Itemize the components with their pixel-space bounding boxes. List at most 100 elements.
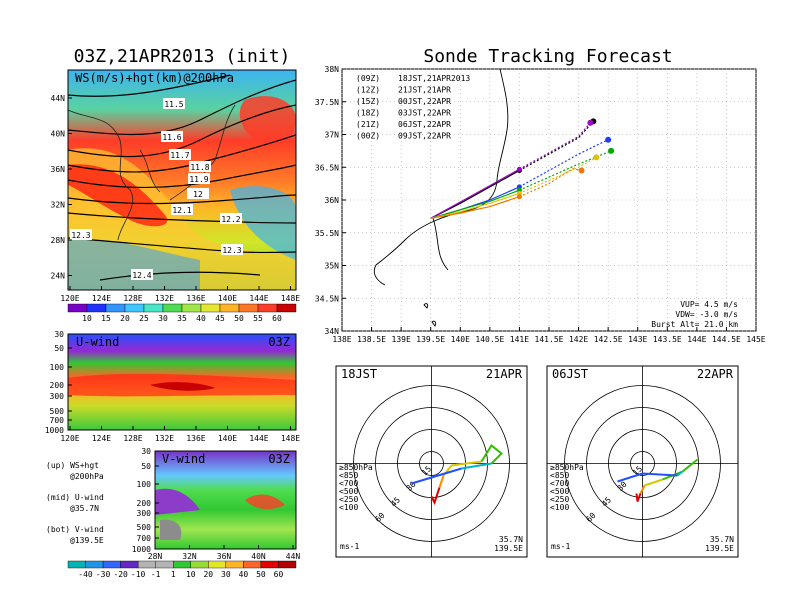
x-label: 40N: [251, 552, 266, 561]
legend-jst: 06JST,22APR: [398, 120, 451, 129]
hodograph-legend-item: ≥850hPa: [339, 463, 373, 472]
colorbar-cell: [219, 303, 240, 313]
hodograph-time: 18JST: [341, 367, 377, 381]
colorbar-label: -1: [151, 570, 161, 579]
hodograph-trace: [480, 444, 503, 465]
hodograph-ring: [419, 451, 444, 476]
colorbar-label: -40: [78, 570, 93, 579]
lon-label: 132E: [155, 294, 174, 303]
contour-label: 12.2: [221, 215, 240, 224]
legend-jst: 00JST,22APR: [398, 97, 451, 106]
hodograph-trace: [411, 467, 462, 485]
colorbar-cell: [120, 560, 139, 569]
lon-label: 124E: [92, 294, 111, 303]
landing-point: [605, 136, 612, 143]
colorbar-label: 45: [215, 314, 225, 323]
coastline: [169, 104, 236, 201]
v-wind-time: 03Z: [268, 452, 290, 466]
hodograph-date: 21APR: [486, 367, 523, 381]
lon-label: 140E: [218, 294, 237, 303]
contour-line: [68, 194, 296, 205]
lat-label: 36N: [325, 196, 340, 205]
bottom-colorbar-labels: -40 -30 -20 -10 -1 1 10 20 30 40 50 60: [78, 570, 283, 579]
v-grey-region: [160, 519, 182, 540]
colorbar-label: 15: [101, 314, 111, 323]
contour-label: 12.1: [172, 206, 191, 215]
hodograph-legend-item: <500: [550, 487, 569, 496]
y-label: 200: [137, 499, 152, 508]
coastline: [373, 69, 509, 286]
hodograph-ring: [608, 429, 677, 498]
ws-lon-labels: 120E 124E 128E 132E 136E 140E 144E 148E: [60, 286, 300, 303]
contour-label-box: [221, 244, 243, 255]
colorbar-cell: [238, 303, 259, 313]
tracking-grid: [341, 68, 757, 332]
colorbar-label: -30: [96, 570, 111, 579]
y-label: 300: [137, 509, 152, 518]
bottom-colorbar-cells: [67, 560, 297, 569]
colorbar-cell: [137, 560, 156, 569]
colorbar-label: 40: [239, 570, 249, 579]
y-label: 300: [50, 392, 65, 401]
lon-label: 143.5E: [653, 335, 682, 344]
hodograph-legend-item: <100: [339, 503, 358, 512]
y-label: 700: [137, 534, 152, 543]
contour-line: [99, 271, 261, 281]
v-wind-x-labels: 28N 32N 36N 40N 44N: [148, 545, 300, 561]
hodograph-lon: 139.5E: [494, 544, 523, 553]
y-label: 100: [137, 480, 152, 489]
hodograph-trace: [430, 487, 441, 506]
contour-label-box: [169, 149, 191, 160]
track-ascent-line: [430, 168, 520, 219]
x-label: 32N: [182, 552, 197, 561]
lon-label: 142.5E: [594, 335, 623, 344]
hodograph-trace: [438, 475, 445, 488]
lon-label: 141E: [510, 335, 529, 344]
hodograph-trace: [635, 493, 642, 502]
lat-label: 35.5N: [315, 229, 339, 238]
hodograph-trace: [639, 485, 646, 494]
legend-utc: (18Z): [356, 109, 380, 118]
lon-label: 145E: [746, 335, 765, 344]
colorbar-cell: [85, 560, 104, 569]
hodograph-lat: 35.7N: [499, 535, 523, 544]
contour-label: 12: [193, 190, 203, 199]
legend-utc: (00Z): [356, 132, 380, 141]
colorbar-label: 1: [171, 570, 176, 579]
hodograph-unit: ms-1: [551, 542, 570, 551]
lon-label: 136E: [186, 294, 205, 303]
colorbar-label: 20: [203, 570, 213, 579]
lon-label: 128E: [123, 294, 142, 303]
lon-label: 140E: [451, 335, 470, 344]
tracking-lon-labels: 138E 138.5E 139E 139.5E 140E 140.5E 141E 141.5E…: [332, 327, 766, 344]
hodograph-legend-item: <700: [550, 479, 569, 488]
hodograph-trace: [676, 470, 684, 477]
track-ascent-line: [430, 189, 520, 219]
hodograph-lon: 139.5E: [705, 544, 734, 553]
contour-line: [68, 212, 296, 224]
lon-label: 148E: [281, 294, 300, 303]
hodograph-legend-item: <850: [550, 471, 569, 480]
hodograph-legend-item: <850: [339, 471, 358, 480]
legend-utc: (09Z): [356, 74, 380, 83]
lat-label: 34N: [325, 327, 340, 336]
hodograph-trace: [617, 472, 678, 483]
ws-jet-max: [68, 164, 168, 227]
contour-label: 12.4: [132, 271, 151, 280]
burst-point: [516, 166, 522, 172]
y-label: 30: [54, 330, 64, 339]
lat-label: 38N: [325, 65, 340, 74]
lon-label: 144E: [249, 294, 268, 303]
colorbar-label: 10: [82, 314, 92, 323]
u-wind-label: U-wind: [76, 335, 119, 349]
y-label: 1000: [132, 545, 151, 554]
lat-label: 24N: [51, 272, 66, 281]
v-wind-field: [155, 488, 285, 540]
track-descent-line: [519, 120, 594, 172]
height-contours: [68, 74, 296, 281]
lat-label: 37.5N: [315, 98, 339, 107]
track-descent-line: [519, 122, 591, 170]
lon-label: 144.5E: [712, 335, 741, 344]
